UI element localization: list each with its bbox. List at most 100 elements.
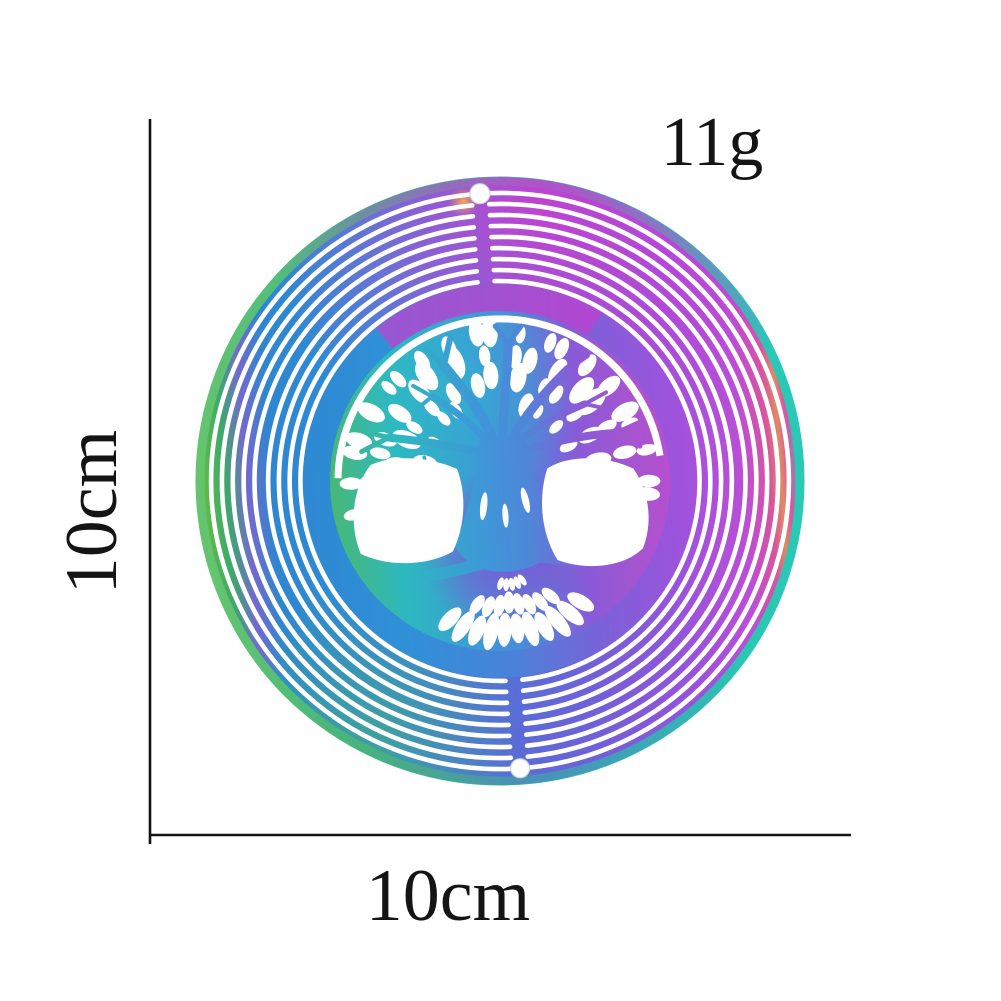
root-cutout (508, 577, 515, 591)
ring-slit (208, 192, 514, 772)
branch (423, 345, 447, 369)
canopy-cutout (522, 347, 538, 374)
root-cutout (532, 592, 549, 611)
canopy-cutout (577, 354, 597, 377)
ring-slit (219, 203, 514, 761)
wind-spinner (195, 176, 805, 786)
tree-of-life-design (351, 323, 648, 585)
branch (440, 336, 453, 369)
canopy-cutout (357, 402, 385, 423)
branch (416, 394, 434, 410)
branch (361, 428, 392, 441)
canopy-cutout (470, 373, 486, 398)
root-cutout (522, 593, 537, 615)
hanging-hole-bottom (509, 758, 531, 779)
root-cutout (497, 612, 512, 647)
root-cutout (483, 612, 500, 651)
branch (492, 323, 511, 346)
branch (428, 393, 500, 456)
branch (505, 323, 524, 346)
ring-slit (486, 190, 792, 770)
canopy-cutout (414, 362, 439, 391)
ring-slit (487, 212, 770, 748)
root-cutouts (438, 574, 595, 651)
branch (351, 422, 366, 434)
ring-slit (488, 223, 759, 737)
trunk-sliver (520, 487, 531, 513)
root-cutout (451, 610, 475, 642)
ring-slit (486, 201, 781, 759)
root-cutout (521, 611, 540, 647)
weight-label: 11g (661, 104, 763, 181)
hanging-hole-top (469, 183, 491, 205)
canopy-cutout (483, 361, 499, 390)
ring-slit (489, 245, 735, 715)
canopy-cutout (611, 401, 639, 422)
root-cutout (481, 596, 495, 618)
root-cutout (517, 574, 527, 586)
branch (411, 383, 434, 399)
width-dimension-label: 10cm (366, 855, 530, 937)
canopy-cutout (345, 432, 373, 449)
canopy-cutout (339, 477, 363, 490)
canopy-cutout (613, 445, 637, 460)
branch (582, 390, 609, 406)
branch (582, 401, 608, 411)
ring-slit (265, 247, 511, 717)
root-cutout (541, 587, 560, 605)
root-cutout (509, 613, 525, 644)
dimension-lines (148, 119, 851, 844)
canopy-cutout (478, 345, 491, 367)
branch (438, 360, 503, 458)
branch (614, 419, 643, 436)
inner-ring-magenta-top (376, 284, 602, 350)
ring-slit (490, 256, 724, 704)
branch (384, 433, 499, 461)
ring-slit (491, 267, 713, 693)
root-cutout (503, 591, 515, 614)
root-cutout (567, 592, 595, 612)
canopy-void-right (542, 458, 649, 567)
canopy-cutout (423, 399, 440, 417)
trunk-sliver (479, 492, 488, 521)
trunk (454, 432, 562, 560)
ground-left (360, 552, 506, 585)
root-cutout (468, 615, 487, 646)
ring-slit (489, 234, 748, 727)
root-cutout (556, 600, 584, 626)
canopy-cutout (569, 377, 595, 404)
branch (506, 428, 621, 460)
ring-slit (276, 258, 510, 706)
trunk-sliver (502, 503, 509, 528)
ring-slit (287, 269, 509, 695)
branch (497, 338, 513, 455)
canopy-cutout (381, 380, 397, 395)
root-cutout (497, 577, 504, 591)
root-cutout (513, 576, 521, 589)
branch (614, 430, 643, 449)
root-cutout (503, 578, 510, 592)
branch (504, 400, 589, 453)
canopy-cutout (388, 403, 412, 423)
branch (500, 364, 573, 457)
canopy-cutout (637, 474, 661, 488)
height-dimension-label: 10cm (51, 430, 133, 594)
canopy-cutout (437, 411, 451, 426)
canopy-cutout (509, 362, 527, 393)
root-cutout (544, 605, 571, 637)
canopy-cutout (554, 338, 570, 360)
branch (565, 345, 578, 372)
canopy-cutout (549, 420, 564, 434)
root-cutout (534, 612, 555, 641)
canopy-cutout (468, 319, 485, 347)
canopy-cutout (389, 370, 407, 388)
canopy-cutout (369, 447, 391, 460)
ring-slit (252, 235, 511, 728)
root-cutout (469, 595, 485, 615)
ring-slit (241, 225, 512, 739)
ring-slit (230, 214, 513, 750)
ring-slit (492, 278, 702, 683)
canopy-cutout (544, 333, 557, 353)
root-cutout (493, 594, 506, 617)
